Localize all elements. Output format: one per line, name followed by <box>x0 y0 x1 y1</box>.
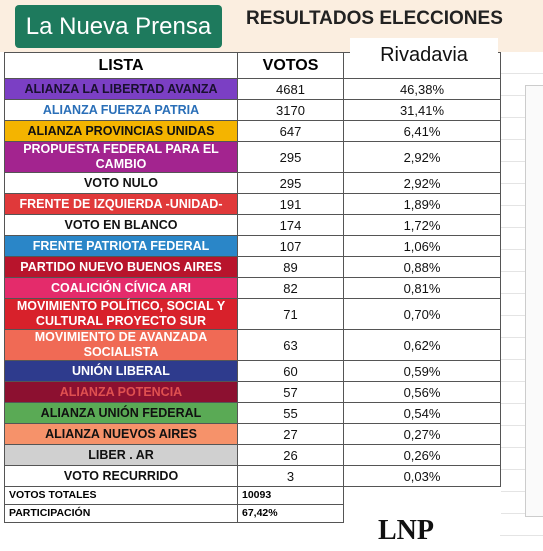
side-panel <box>525 85 543 517</box>
votes: 107 <box>237 235 344 257</box>
party-name: UNIÓN LIBERAL <box>4 360 238 382</box>
total-value: 10093 <box>237 486 344 505</box>
row: ALIANZA PROVINCIAS UNIDAS 647 6,41% <box>4 120 501 142</box>
percent: 0,81% <box>343 277 501 299</box>
percent: 0,88% <box>343 256 501 278</box>
row: VOTO RECURRIDO 3 0,03% <box>4 465 501 487</box>
total-label: PARTICIPACIÓN <box>4 504 238 523</box>
row: ALIANZA FUERZA PATRIA 3170 31,41% <box>4 99 501 121</box>
percent: 6,41% <box>343 120 501 142</box>
percent: 1,89% <box>343 193 501 215</box>
party-name: FRENTE PATRIOTA FEDERAL <box>4 235 238 257</box>
row: LIBER . AR 26 0,26% <box>4 444 501 466</box>
percent: 0,70% <box>343 298 501 330</box>
votes: 57 <box>237 381 344 403</box>
row: FRENTE PATRIOTA FEDERAL 107 1,06% <box>4 235 501 257</box>
total-value: 67,42% <box>237 504 344 523</box>
column-header: VOTOS <box>237 52 344 79</box>
party-name: ALIANZA FUERZA PATRIA <box>4 99 238 121</box>
votes: 60 <box>237 360 344 382</box>
row: VOTO EN BLANCO 174 1,72% <box>4 214 501 236</box>
row: UNIÓN LIBERAL 60 0,59% <box>4 360 501 382</box>
party-name: ALIANZA POTENCIA <box>4 381 238 403</box>
row: FRENTE DE IZQUIERDA -UNIDAD- 191 1,89% <box>4 193 501 215</box>
percent: 0,62% <box>343 329 501 361</box>
row: ALIANZA NUEVOS AIRES 27 0,27% <box>4 423 501 445</box>
party-name: PARTIDO NUEVO BUENOS AIRES <box>4 256 238 278</box>
party-name: VOTO EN BLANCO <box>4 214 238 236</box>
row: ALIANZA LA LIBERTAD AVANZA 4681 46,38% <box>4 78 501 100</box>
party-name: VOTO RECURRIDO <box>4 465 238 487</box>
row: ALIANZA POTENCIA 57 0,56% <box>4 381 501 403</box>
votes: 191 <box>237 193 344 215</box>
logo: LNP <box>378 515 434 546</box>
votes: 63 <box>237 329 344 361</box>
votes: 3170 <box>237 99 344 121</box>
percent: 0,59% <box>343 360 501 382</box>
total-label: VOTOS TOTALES <box>4 486 238 505</box>
votes: 174 <box>237 214 344 236</box>
results-table: LISTA VOTOS ALIANZA LA LIBERTAD AVANZA 46… <box>4 52 501 523</box>
percent: 0,56% <box>343 381 501 403</box>
party-name: ALIANZA UNIÓN FEDERAL <box>4 402 238 424</box>
votes: 295 <box>237 172 344 194</box>
percent: 1,72% <box>343 214 501 236</box>
votes: 3 <box>237 465 344 487</box>
party-name: LIBER . AR <box>4 444 238 466</box>
brand: La Nueva Prensa <box>15 5 222 48</box>
row: MOVIMIENTO DE AVANZADA SOCIALISTA 63 0,62% <box>4 329 501 361</box>
percent: 0,03% <box>343 465 501 487</box>
votes: 295 <box>237 141 344 173</box>
votes: 27 <box>237 423 344 445</box>
percent: 31,41% <box>343 99 501 121</box>
votes: 55 <box>237 402 344 424</box>
party-name: MOVIMIENTO DE AVANZADA SOCIALISTA <box>4 329 238 361</box>
votes: 4681 <box>237 78 344 100</box>
row: MOVIMIENTO POLÍTICO, SOCIAL Y CULTURAL P… <box>4 298 501 330</box>
votes: 82 <box>237 277 344 299</box>
row: PARTIDO NUEVO BUENOS AIRES 89 0,88% <box>4 256 501 278</box>
party-name: MOVIMIENTO POLÍTICO, SOCIAL Y CULTURAL P… <box>4 298 238 330</box>
percent: 0,54% <box>343 402 501 424</box>
party-name: ALIANZA NUEVOS AIRES <box>4 423 238 445</box>
party-name: PROPUESTA FEDERAL PARA EL CAMBIO <box>4 141 238 173</box>
empty-cell <box>343 486 501 505</box>
party-name: ALIANZA PROVINCIAS UNIDAS <box>4 120 238 142</box>
total-row: VOTOS TOTALES 10093 <box>4 486 501 505</box>
votes: 26 <box>237 444 344 466</box>
party-name: COALICIÓN CÍVICA ARI <box>4 277 238 299</box>
empty-cell <box>343 504 501 523</box>
percent: 0,27% <box>343 423 501 445</box>
party-name: ALIANZA LA LIBERTAD AVANZA <box>4 78 238 100</box>
votes: 647 <box>237 120 344 142</box>
party-name: VOTO NULO <box>4 172 238 194</box>
percent: 2,92% <box>343 172 501 194</box>
percent: 2,92% <box>343 141 501 173</box>
votes: 71 <box>237 298 344 330</box>
title: RESULTADOS ELECCIONES <box>246 8 503 29</box>
row: PROPUESTA FEDERAL PARA EL CAMBIO 295 2,92% <box>4 141 501 173</box>
percent: 46,38% <box>343 78 501 100</box>
percent: 0,26% <box>343 444 501 466</box>
subtitle: Rivadavia <box>350 38 498 72</box>
row: COALICIÓN CÍVICA ARI 82 0,81% <box>4 277 501 299</box>
percent: 1,06% <box>343 235 501 257</box>
total-row: PARTICIPACIÓN 67,42% <box>4 504 501 523</box>
row: VOTO NULO 295 2,92% <box>4 172 501 194</box>
column-header: LISTA <box>4 52 238 79</box>
row: ALIANZA UNIÓN FEDERAL 55 0,54% <box>4 402 501 424</box>
votes: 89 <box>237 256 344 278</box>
party-name: FRENTE DE IZQUIERDA -UNIDAD- <box>4 193 238 215</box>
